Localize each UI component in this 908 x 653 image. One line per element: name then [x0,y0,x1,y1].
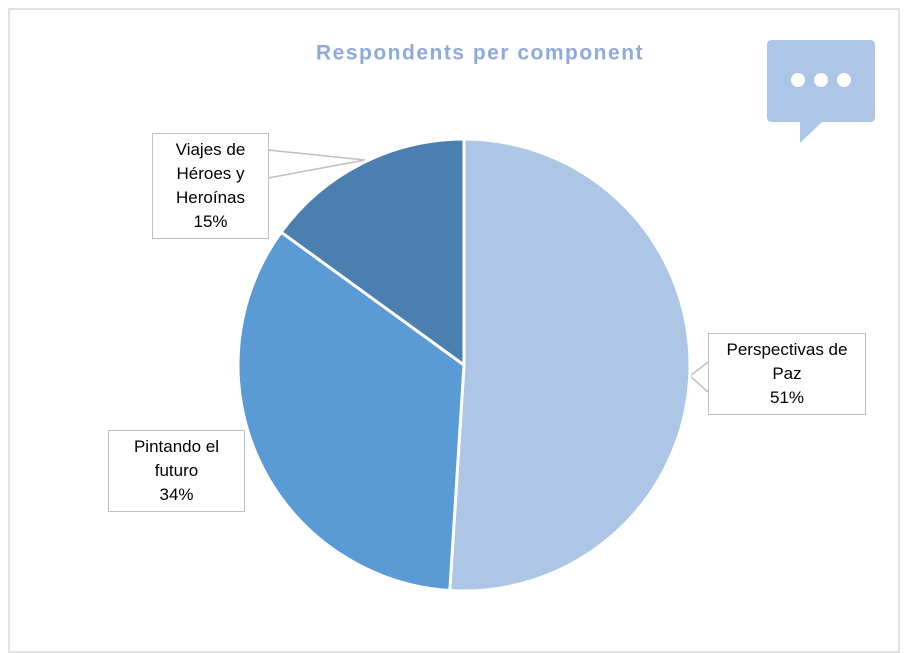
comment-icon[interactable] [767,40,875,143]
pie-slice [448,137,692,593]
label-category: Viajes de Héroes y Heroínas [175,140,246,207]
data-label: Perspectivas de Paz 51% [708,333,866,415]
data-label: Pintando el futuro 34% [108,430,245,512]
label-category: Perspectivas de Paz [726,340,848,383]
label-value: 15% [193,212,228,231]
pie-slice [279,137,466,368]
chart-title: Respondents per component [316,42,644,65]
label-value: 34% [159,485,194,504]
data-label: Viajes de Héroes y Heroínas 15% [152,133,269,239]
label-value: 51% [769,388,805,407]
pie-slice [236,230,466,593]
label-category: Pintando el futuro [133,437,220,480]
